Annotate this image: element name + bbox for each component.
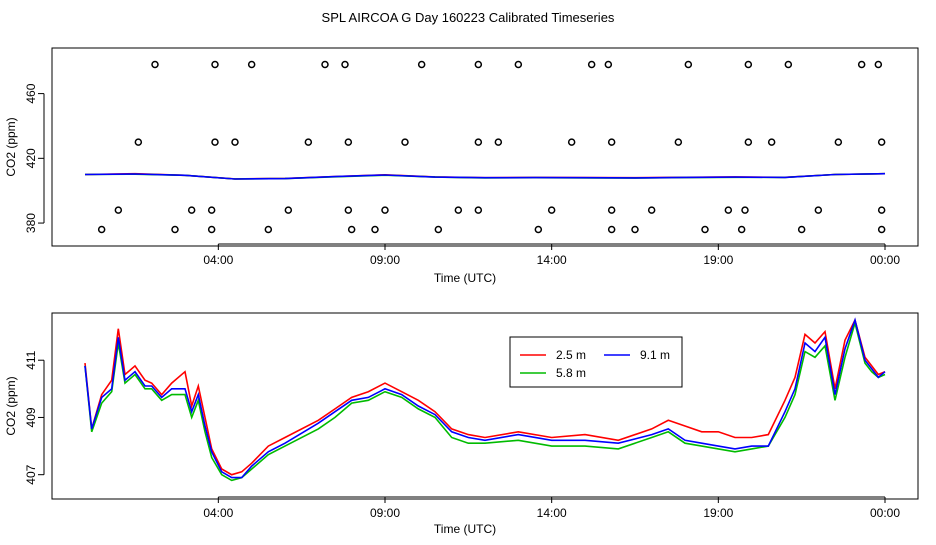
x-tick-label: 19:00 [703,253,733,267]
outlier-point [877,206,886,214]
outlier-point [647,206,656,214]
y-tick-label: 411 [24,350,38,369]
outlier-point [211,138,219,146]
outlier-point [744,60,753,69]
outlier-point [344,138,353,146]
x-tick-label: 14:00 [537,253,567,267]
x-tick-label: 00:00 [870,253,900,267]
x-tick-label: 00:00 [870,506,900,520]
y-tick-label: 409 [24,407,38,427]
outlier-point [114,206,123,214]
outlier-point [547,206,556,214]
outlier-point [207,206,216,214]
legend-label: 9.1 m [640,348,670,362]
outlier-point [347,225,356,234]
outlier-point [151,60,159,69]
outlier-point [737,225,746,234]
x-tick-label: 09:00 [370,253,400,267]
series-line-91m [84,317,886,479]
legend-box [509,336,683,388]
outlier-point [474,138,483,146]
outlier-point [187,206,196,214]
outlier-point [701,225,709,234]
outlier-point [587,60,596,69]
outlier-point [814,206,823,214]
outlier-point [744,138,753,146]
y-axis-label: CO2 (ppm) [4,376,18,435]
x-tick-label: 04:00 [203,506,233,520]
outlier-point [171,225,179,234]
y-tick-label: 407 [24,464,38,484]
outlier-point [401,138,409,146]
x-tick-label: 14:00 [537,506,567,520]
outlier-point [631,225,639,234]
plot-frame [51,312,919,500]
outlier-point [567,138,576,146]
panel-top-outliers: 04:00 09:00 14:00 19:00 00:00 Time (UTC) 380 42… [4,47,919,285]
outlier-point [674,138,683,146]
outlier-point [767,138,776,146]
outlier-point [321,60,329,69]
outlier-point [784,60,793,69]
x-tick-label: 04:00 [203,253,233,267]
legend-label: 5.8 m [556,366,586,380]
outlier-point [454,206,463,214]
outlier-point [724,206,733,214]
outlier-point [231,138,239,146]
series-line-91m [84,172,886,180]
x-axis-label: Time (UTC) [434,271,496,285]
outlier-point [834,138,843,146]
outlier-point [341,60,349,69]
outlier-point [211,60,219,69]
series-line-25m [84,317,886,476]
outlier-point [514,60,523,69]
outlier-point [604,60,613,69]
outlier-point [207,225,216,234]
panel-bottom-timeseries: 04:00 09:00 14:00 19:00 00:00 Time (UTC) 407 40… [4,312,919,536]
outlier-point [97,225,106,234]
series-line-58m [84,319,886,482]
y-axis-label: CO2 (ppm) [4,117,18,176]
outlier-point [857,60,866,69]
outlier-point [417,60,426,69]
outlier-point [434,225,443,234]
outlier-point [381,206,389,214]
outlier-point [741,206,749,214]
x-axis-label: Time (UTC) [434,522,496,536]
y-tick-label: 460 [24,83,38,103]
outlier-point [797,225,806,234]
outlier-point [877,225,886,234]
outlier-point [474,60,483,69]
outlier-point [877,138,886,146]
outlier-point [607,206,616,214]
x-tick-label: 09:00 [370,506,400,520]
outlier-point [607,225,616,234]
outlier-point [684,60,693,69]
outlier-point [304,138,313,146]
plot-frame [51,47,919,247]
x-tick-label: 19:00 [703,506,733,520]
outlier-point [264,225,273,234]
legend-label: 2.5 m [556,348,586,362]
outlier-point [344,206,353,214]
outlier-point [371,225,379,234]
outlier-point [284,206,293,214]
outlier-point [874,60,883,69]
outlier-point [534,225,543,234]
outlier-point [607,138,616,146]
outlier-point [247,60,256,69]
chart-title: SPL AIRCOA G Day 160223 Calibrated Times… [322,10,615,25]
outlier-point [494,138,503,146]
legend: 2.5 m 5.8 m 9.1 m [509,336,683,388]
y-tick-label: 380 [24,213,38,233]
y-tick-label: 420 [24,148,38,168]
outlier-point [474,206,483,214]
outlier-point [134,138,143,146]
